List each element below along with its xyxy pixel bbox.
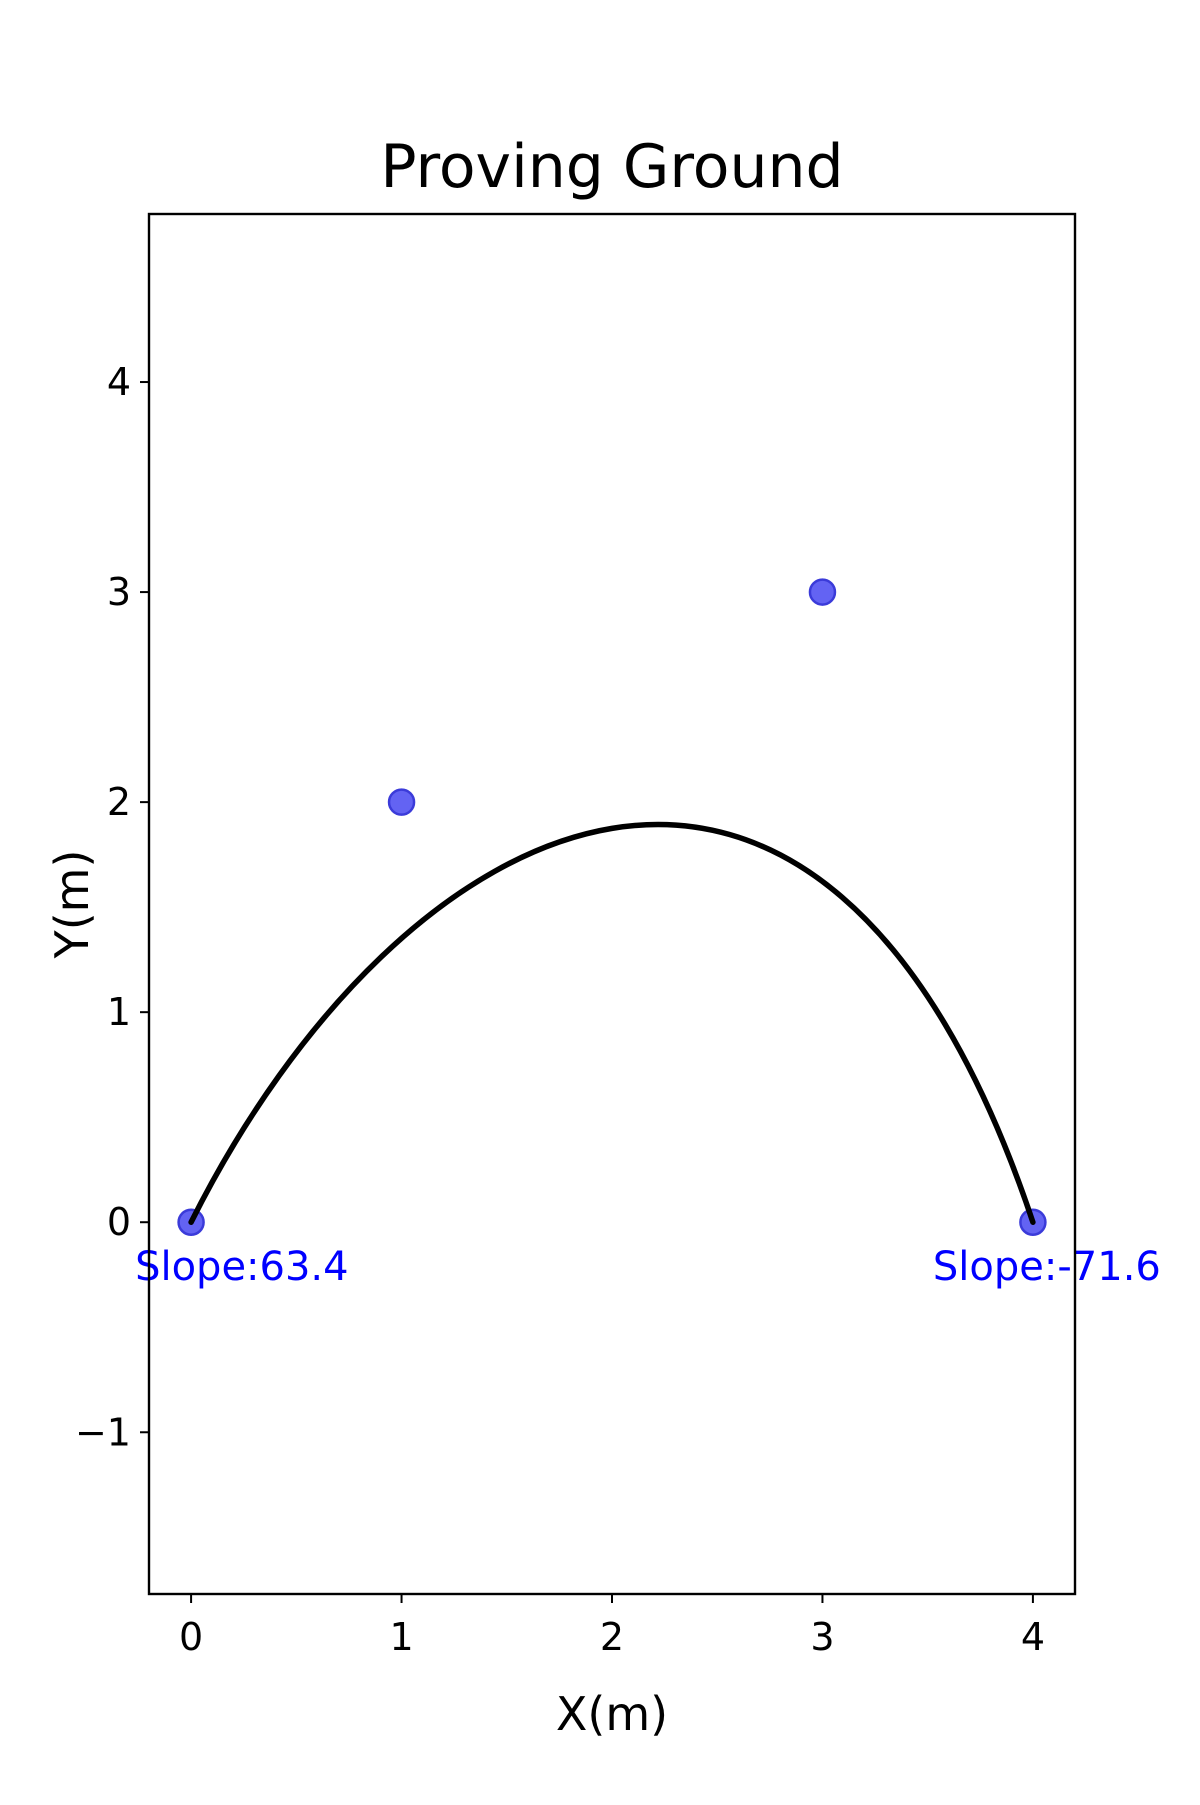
y-tick-label: 0 bbox=[107, 1200, 131, 1244]
y-axis-label: Y(m) bbox=[45, 850, 99, 960]
x-tick-label: 0 bbox=[179, 1615, 203, 1659]
y-tick-label: 2 bbox=[107, 780, 131, 824]
plot-content: Slope:63.4 Slope:-71.6 bbox=[135, 578, 1161, 1290]
x-axis-ticks: 0 1 2 3 4 bbox=[179, 1594, 1045, 1659]
y-tick-label: 1 bbox=[107, 990, 131, 1034]
x-tick-label: 2 bbox=[600, 1615, 624, 1659]
axes-frame bbox=[147, 212, 1077, 1596]
x-tick-label: 3 bbox=[810, 1615, 834, 1659]
x-axis-label: X(m) bbox=[556, 1687, 668, 1741]
y-axis-ticks: −1 0 1 2 3 4 bbox=[75, 360, 149, 1454]
slope-annotation: Slope:-71.6 bbox=[933, 1244, 1161, 1290]
y-tick-label: 3 bbox=[107, 570, 131, 614]
bezier-curve bbox=[188, 822, 1036, 1225]
control-point bbox=[387, 788, 416, 816]
slope-annotation: Slope:63.4 bbox=[135, 1244, 349, 1290]
chart-title: Proving Ground bbox=[380, 132, 843, 202]
x-tick-label: 1 bbox=[389, 1615, 413, 1659]
y-tick-label: 4 bbox=[107, 360, 131, 404]
x-tick-label: 4 bbox=[1021, 1615, 1045, 1659]
control-point bbox=[808, 578, 837, 606]
y-tick-label: −1 bbox=[75, 1410, 131, 1454]
